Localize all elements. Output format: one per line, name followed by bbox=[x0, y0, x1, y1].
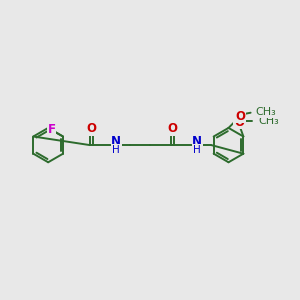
Text: H: H bbox=[193, 145, 201, 154]
Text: N: N bbox=[111, 135, 121, 148]
Text: H: H bbox=[112, 145, 120, 154]
Text: CH₃: CH₃ bbox=[256, 107, 276, 117]
Text: O: O bbox=[86, 122, 96, 135]
Text: O: O bbox=[234, 116, 244, 129]
Text: O: O bbox=[235, 110, 245, 123]
Text: F: F bbox=[47, 123, 56, 136]
Text: O: O bbox=[167, 122, 177, 135]
Text: N: N bbox=[192, 135, 202, 148]
Text: CH₃: CH₃ bbox=[259, 116, 279, 126]
